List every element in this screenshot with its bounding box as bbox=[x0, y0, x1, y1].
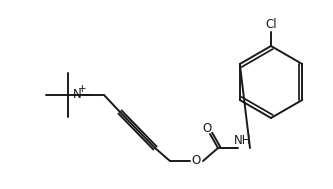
Text: +: + bbox=[78, 84, 86, 94]
Text: NH: NH bbox=[234, 135, 252, 147]
Text: O: O bbox=[191, 154, 200, 167]
Text: Cl: Cl bbox=[265, 18, 277, 30]
Text: N: N bbox=[73, 88, 82, 101]
Text: O: O bbox=[202, 122, 212, 135]
